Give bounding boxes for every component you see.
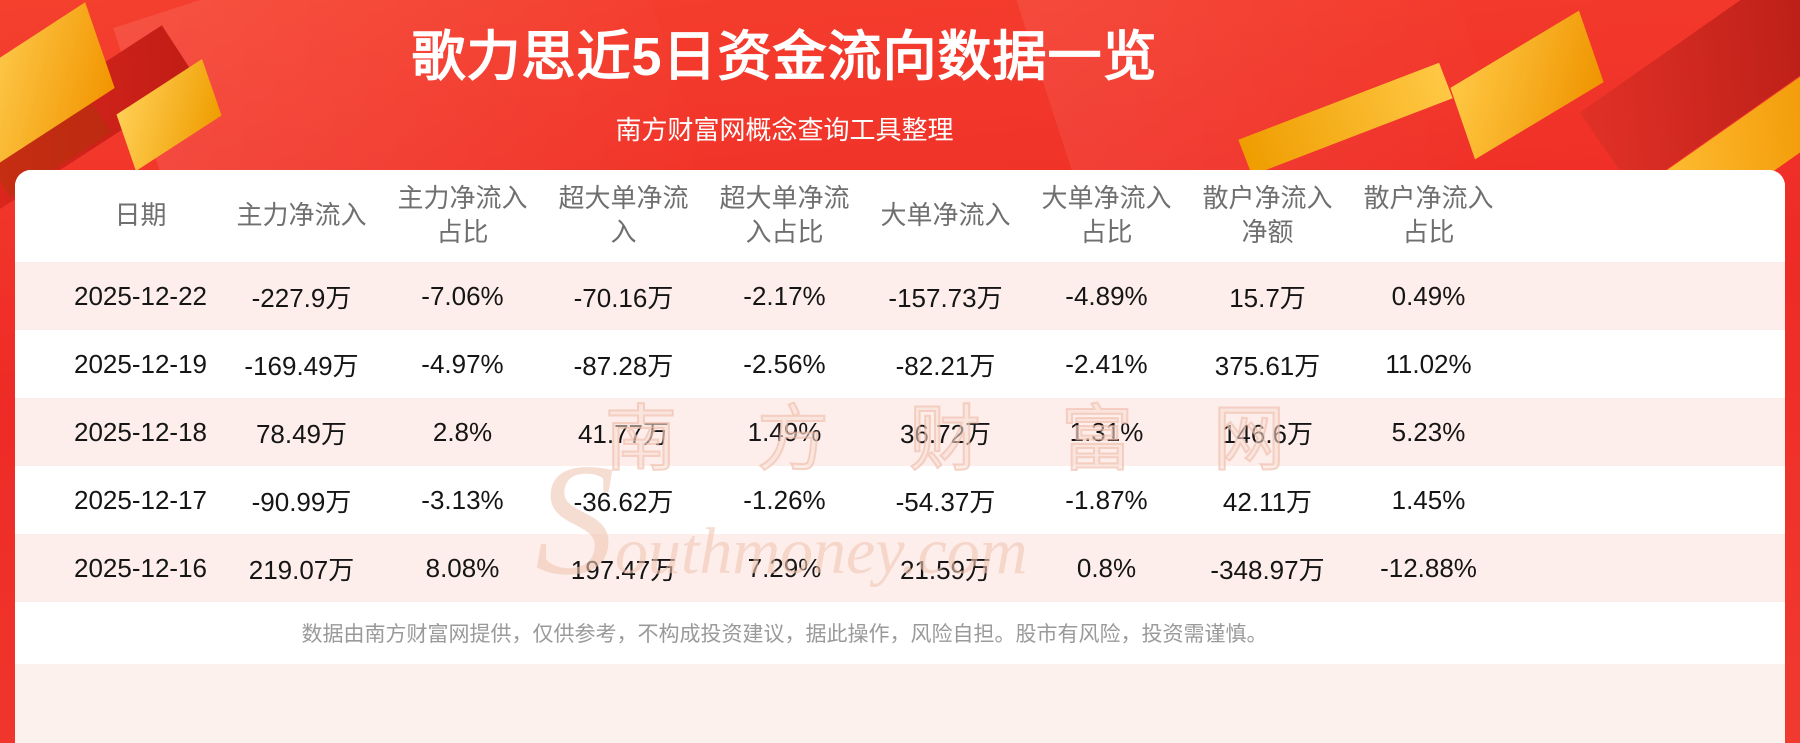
- bottom-strip: [15, 664, 1785, 743]
- data-table-card: 日期 主力净流入 主力净流入占比 超大单净流入 超大单净流入占比 大单净流入 大单净流入占比…: [15, 170, 1785, 743]
- value-cell: -70.16万: [573, 282, 674, 313]
- value-cell: 146.6万: [1221, 418, 1314, 449]
- value-cell: 0.8%: [1076, 552, 1137, 583]
- value-cell: -1.87%: [1065, 484, 1148, 515]
- table-body: 2025-12-22 -227.9万 -7.06% -70.16万 -2.17% -157…: [15, 262, 1785, 602]
- disclaimer-text: 数据由南方财富网提供，仅供参考，不构成投资建议，据此操作，风险自担。股市有风险，…: [301, 623, 1268, 646]
- value-cell: 15.7万: [1229, 282, 1306, 313]
- column-header: 超大单净流入: [558, 183, 689, 247]
- date-cell: 2025-12-17: [74, 484, 207, 515]
- date-cell: 2025-12-18: [74, 416, 207, 447]
- value-cell: -36.62万: [573, 486, 674, 517]
- value-cell: -12.88%: [1380, 552, 1477, 583]
- value-cell: -1.26%: [743, 484, 826, 515]
- table-row: 2025-12-16 219.07万 8.08% 197.47万 7.29% 21.59万…: [15, 534, 1785, 602]
- value-cell: 36.72万: [899, 418, 992, 449]
- table-row: 2025-12-17 -90.99万 -3.13% -36.62万 -1.26% -54.…: [15, 466, 1785, 534]
- value-cell: -4.89%: [1065, 280, 1148, 311]
- value-cell: 197.47万: [570, 554, 677, 585]
- value-cell: 219.07万: [248, 554, 355, 585]
- value-cell: 0.49%: [1391, 280, 1466, 311]
- banner: 歌力思近5日资金流向数据一览 南方财富网概念查询工具整理: [60, 0, 1509, 147]
- value-cell: 11.02%: [1385, 348, 1472, 379]
- table-header-row: 日期 主力净流入 主力净流入占比 超大单净流入 超大单净流入占比 大单净流入 大单净流入占比…: [15, 170, 1785, 262]
- value-cell: 5.23%: [1391, 416, 1466, 447]
- value-cell: 1.45%: [1391, 484, 1466, 515]
- column-header: 大单净流入: [880, 200, 1011, 231]
- value-cell: -348.97万: [1210, 554, 1325, 585]
- value-cell: 7.29%: [747, 552, 822, 583]
- value-cell: -169.49万: [244, 350, 359, 381]
- value-cell: 2.8%: [432, 416, 493, 447]
- value-cell: -2.17%: [743, 280, 826, 311]
- value-cell: -3.13%: [421, 484, 504, 515]
- value-cell: -82.21万: [895, 350, 996, 381]
- page-subtitle: 南方财富网概念查询工具整理: [615, 115, 954, 146]
- value-cell: -2.41%: [1065, 348, 1148, 379]
- table-row: 2025-12-18 78.49万 2.8% 41.77万 1.49% 36.72万 1.3…: [15, 398, 1785, 466]
- column-header: 超大单净流入占比: [719, 183, 850, 247]
- column-header: 大单净流入占比: [1041, 183, 1172, 247]
- value-cell: -157.73万: [888, 282, 1003, 313]
- value-cell: 21.59万: [899, 554, 992, 585]
- column-header: 散户净流入净额: [1202, 183, 1333, 247]
- column-header: 主力净流入占比: [397, 183, 528, 247]
- value-cell: -7.06%: [421, 280, 504, 311]
- value-cell: 1.49%: [747, 416, 822, 447]
- value-cell: 1.31%: [1069, 416, 1144, 447]
- value-cell: 41.77万: [577, 418, 670, 449]
- value-cell: 78.49万: [255, 418, 348, 449]
- date-cell: 2025-12-22: [74, 280, 207, 311]
- value-cell: 375.61万: [1214, 350, 1321, 381]
- value-cell: -90.99万: [251, 486, 352, 517]
- column-header: 散户净流入占比: [1363, 183, 1494, 247]
- page-title: 歌力思近5日资金流向数据一览: [411, 27, 1158, 87]
- value-cell: 42.11万: [1222, 486, 1313, 517]
- column-header: 日期: [114, 200, 167, 231]
- table-row: 2025-12-22 -227.9万 -7.06% -70.16万 -2.17% -157…: [15, 262, 1785, 330]
- value-cell: 8.08%: [425, 552, 500, 583]
- date-cell: 2025-12-19: [74, 348, 207, 379]
- date-cell: 2025-12-16: [74, 552, 207, 583]
- value-cell: -2.56%: [743, 348, 826, 379]
- value-cell: -4.97%: [421, 348, 504, 379]
- value-cell: -54.37万: [895, 486, 996, 517]
- value-cell: -87.28万: [573, 350, 674, 381]
- column-header: 主力净流入: [236, 200, 367, 231]
- table-row: 2025-12-19 -169.49万 -4.97% -87.28万 -2.56% -82…: [15, 330, 1785, 398]
- value-cell: -227.9万: [251, 282, 352, 313]
